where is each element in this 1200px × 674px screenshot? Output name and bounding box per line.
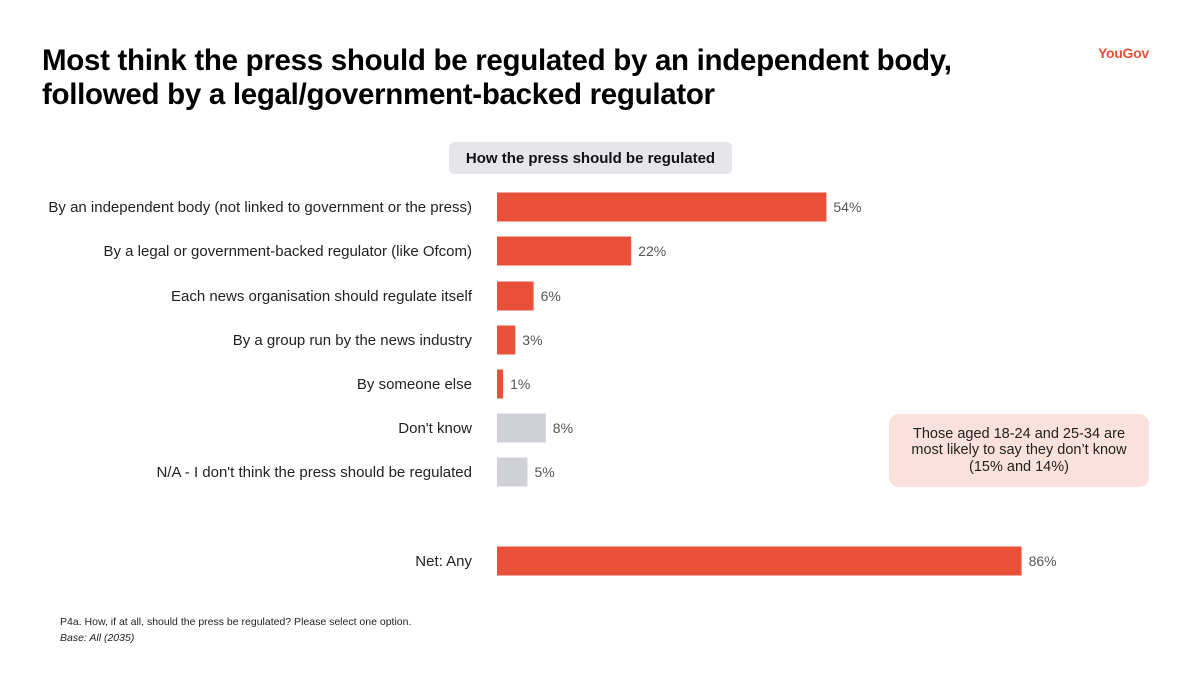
value-label: 5%: [535, 464, 555, 480]
value-label: 8%: [553, 420, 573, 436]
title-line-2: followed by a legal/government-backed re…: [42, 78, 715, 111]
category-label: N/A - I don't think the press should be …: [156, 464, 472, 481]
bar: [497, 236, 632, 266]
title-line-1: Most think the press should be regulated…: [42, 44, 952, 77]
category-label: Net: Any: [415, 553, 472, 570]
category-label: By an independent body (not linked to go…: [48, 199, 472, 216]
footnote: P4a. How, if at all, should the press be…: [60, 614, 411, 646]
value-label: 6%: [541, 288, 561, 304]
bar: [497, 457, 528, 487]
category-label: By someone else: [357, 376, 472, 393]
category-label: By a legal or government-backed regulato…: [104, 243, 473, 260]
callout-box: Those aged 18-24 and 25-34 are most like…: [889, 414, 1149, 487]
bar: [497, 325, 516, 355]
footnote-base: Base: All (2035): [60, 632, 135, 644]
bar: [497, 369, 504, 399]
bar: [497, 192, 827, 222]
value-label: 3%: [522, 332, 542, 348]
yougov-logo: YouGov: [1098, 45, 1149, 61]
bar: [497, 281, 534, 311]
category-label: Don't know: [398, 420, 472, 437]
callout-text: Those aged 18-24 and 25-34 are most like…: [911, 425, 1127, 475]
value-label: 86%: [1029, 553, 1057, 569]
value-label: 1%: [510, 376, 530, 392]
category-label: By a group run by the news industry: [233, 332, 473, 349]
value-label: 22%: [638, 243, 666, 259]
page-title: Most think the press should be regulated…: [42, 44, 1042, 112]
value-label: 54%: [833, 199, 861, 215]
footnote-question: P4a. How, if at all, should the press be…: [60, 616, 412, 628]
category-label: Each news organisation should regulate i…: [171, 288, 473, 305]
bar: [497, 413, 546, 443]
bar: [497, 546, 1022, 576]
chart-title: How the press should be regulated: [449, 142, 732, 174]
